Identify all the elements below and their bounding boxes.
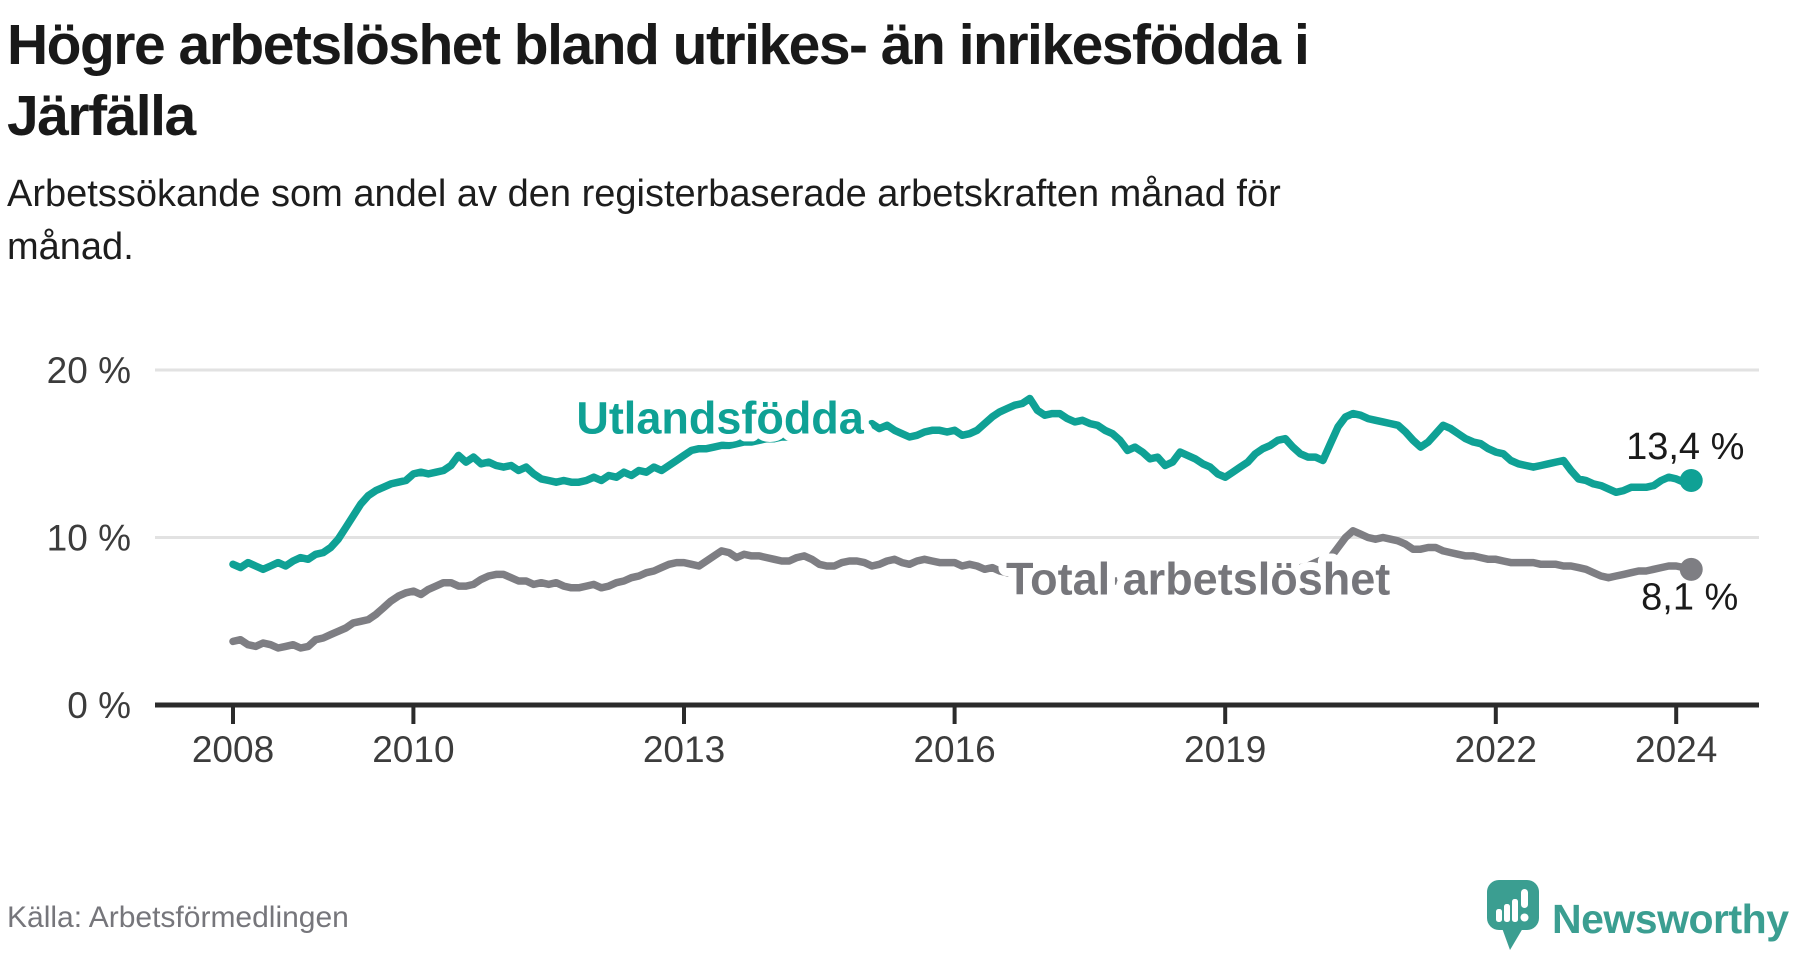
newsworthy-logo-text: Newsworthy	[1552, 896, 1789, 942]
series-label: Utlandsfödda	[576, 393, 864, 444]
series-line-utlandsfodda	[229, 394, 1695, 574]
newsworthy-logo: Newsworthy	[1487, 880, 1789, 959]
end-dot-total-arbetsloshet	[1679, 557, 1703, 581]
x-axis-tick	[952, 707, 957, 724]
x-axis-tick-label: 2019	[1184, 729, 1266, 770]
end-dot-utlandsfodda	[1679, 469, 1703, 493]
x-axis-tick-label: 2013	[643, 729, 725, 770]
x-axis-tick-label: 2024	[1635, 729, 1717, 770]
newsworthy-logo-icon	[1487, 880, 1539, 959]
speech-bubble-chart-icon	[1487, 880, 1539, 950]
chart-subtitle-line1: Arbetssökande som andel av den registerb…	[7, 173, 1281, 215]
x-axis-tick	[1493, 707, 1498, 724]
x-axis-tick	[231, 707, 235, 724]
x-axis-tick	[1223, 707, 1228, 724]
x-axis-tick	[682, 707, 686, 724]
chart-title: Högre arbetslöshet bland utrikes- än inr…	[7, 10, 1787, 152]
y-axis-tick-label: 20 %	[47, 350, 131, 391]
chart-subtitle: Arbetssökande som andel av den registerb…	[7, 168, 1707, 274]
y-axis-tick-label: 10 %	[47, 518, 131, 559]
x-axis-tick	[411, 707, 416, 724]
x-axis-tick-label: 2010	[372, 729, 454, 770]
y-axis-tick-label: 0 %	[67, 685, 131, 726]
x-axis-tick-label: 2008	[192, 729, 274, 770]
source-note: Källa: Arbetsförmedlingen	[7, 901, 349, 934]
chart-subtitle-line2: månad.	[7, 226, 134, 268]
x-axis-tick-label: 2016	[913, 729, 995, 770]
end-value-label: 13,4 %	[1626, 426, 1744, 468]
chart-title-line1: Högre arbetslöshet bland utrikes- än inr…	[7, 13, 1310, 77]
gridline	[155, 536, 1759, 539]
gridline	[155, 368, 1759, 372]
series-line-total-arbetsloshet	[229, 527, 1695, 652]
x-axis-line	[155, 702, 1759, 708]
series-label: Total arbetslöshet	[1006, 553, 1390, 604]
chart-title-line2: Järfälla	[7, 84, 196, 148]
x-axis-tick-label: 2022	[1455, 729, 1537, 770]
x-axis-tick	[1674, 707, 1679, 724]
end-value-label: 8,1 %	[1641, 577, 1738, 619]
